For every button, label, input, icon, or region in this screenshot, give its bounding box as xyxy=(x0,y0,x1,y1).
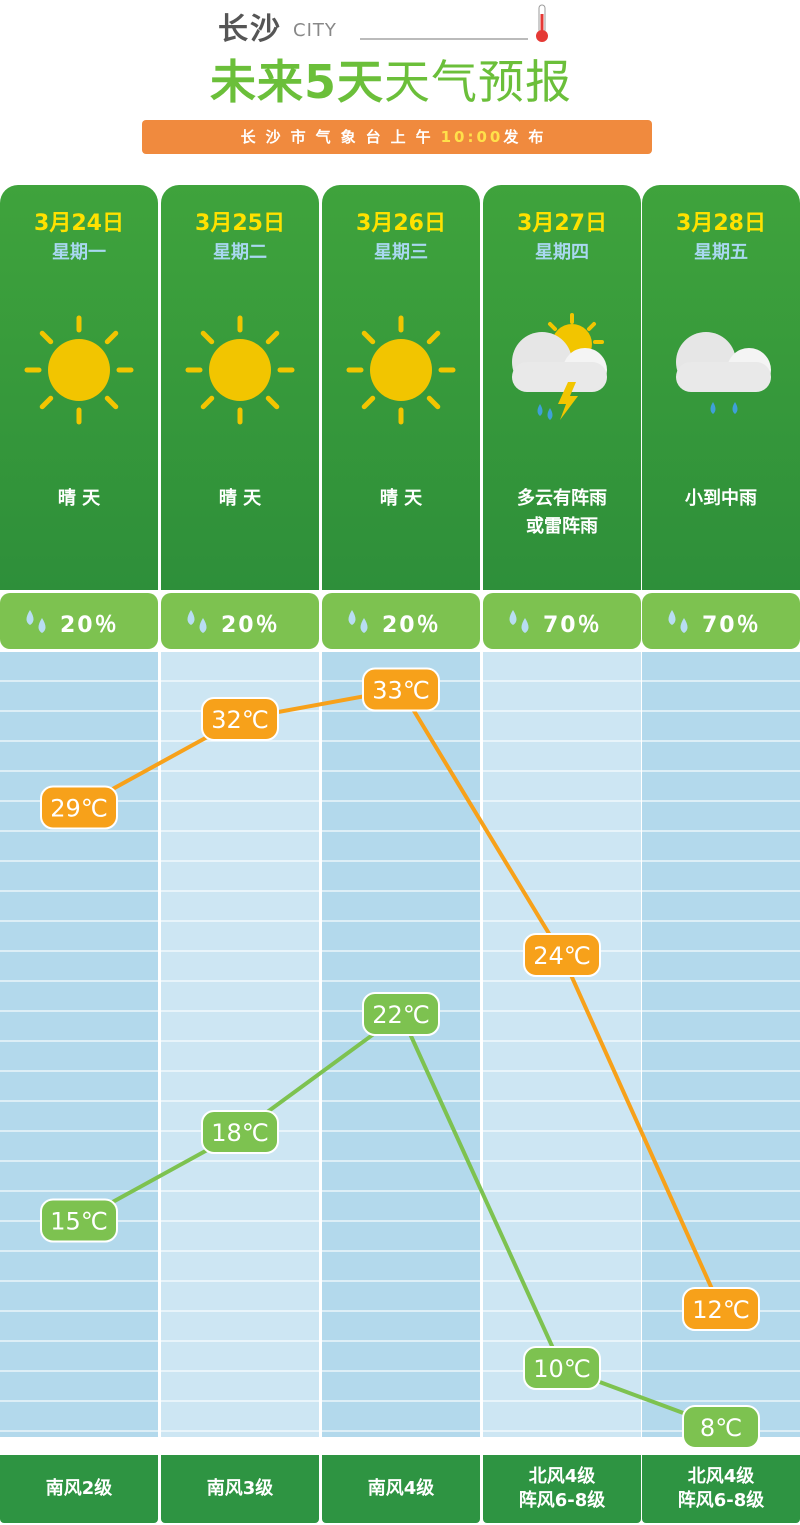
sunny-icon xyxy=(180,310,300,430)
low-temp-label: 8℃ xyxy=(682,1405,760,1449)
svg-text:10℃: 10℃ xyxy=(533,1355,591,1383)
sunny-icon xyxy=(19,310,139,430)
svg-text:22℃: 22℃ xyxy=(372,1001,430,1029)
sunny-icon xyxy=(341,310,461,430)
banner-suffix: 发布 xyxy=(503,128,554,146)
release-banner: 长沙市气象台上午10:00发布 xyxy=(142,120,652,154)
high-temp-label: 12℃ xyxy=(682,1287,760,1331)
rain-probability: 20％ xyxy=(0,593,158,649)
svg-text:12℃: 12℃ xyxy=(692,1296,750,1324)
city-name: 长沙 xyxy=(218,12,282,47)
chart-column-bg xyxy=(322,652,480,1437)
banner-text: 长沙市气象台上午 xyxy=(240,128,441,146)
low-temp-line xyxy=(78,1010,722,1429)
light-rain-icon xyxy=(661,310,781,430)
raindrop-icon xyxy=(22,607,52,637)
chart-column-bg xyxy=(161,652,319,1437)
chart-column-bg xyxy=(483,652,641,1437)
rain-percent: 20％ xyxy=(382,613,441,638)
day-date: 3月25日 xyxy=(195,211,285,236)
day-card: 3月24日 星期一 晴 天 xyxy=(0,185,158,590)
high-temp-label: 32℃ xyxy=(201,697,279,741)
day-weekday: 星期二 xyxy=(213,242,267,263)
svg-text:32℃: 32℃ xyxy=(211,706,269,734)
thunder-shower-icon xyxy=(502,310,622,430)
thermometer-icon xyxy=(536,4,548,42)
rain-probability: 20％ xyxy=(322,593,480,649)
svg-text:8℃: 8℃ xyxy=(700,1414,742,1442)
wind-info: 南风4级 xyxy=(322,1455,480,1523)
weather-desc: 晴 天 xyxy=(218,488,262,509)
day-weekday: 星期五 xyxy=(694,242,748,263)
svg-text:33℃: 33℃ xyxy=(372,677,430,705)
rain-probability: 70％ xyxy=(483,593,641,649)
day-date: 3月28日 xyxy=(676,211,766,236)
wind-info: 北风4级 阵风6-8级 xyxy=(483,1455,641,1523)
svg-text:29℃: 29℃ xyxy=(50,795,108,823)
svg-text:18℃: 18℃ xyxy=(211,1119,269,1147)
rain-percent: 20％ xyxy=(221,613,280,638)
raindrop-icon xyxy=(344,607,374,637)
day-card: 3月28日 星期五 小到中雨 xyxy=(642,185,800,590)
weather-desc: 多云有阵雨 或雷阵雨 xyxy=(517,488,607,537)
city-label: CITY xyxy=(293,20,337,41)
low-temp-label: 15℃ xyxy=(40,1198,118,1243)
wind-info: 南风2级 xyxy=(0,1455,158,1523)
rain-probability: 70％ xyxy=(642,593,800,649)
day-date: 3月24日 xyxy=(34,211,124,236)
weather-desc: 晴 天 xyxy=(379,488,423,509)
rain-percent: 20％ xyxy=(60,613,119,638)
chart-column-bg xyxy=(0,652,158,1437)
day-weekday: 星期三 xyxy=(374,242,428,263)
day-card: 3月26日 星期三 晴 天 xyxy=(322,185,480,590)
chart-column-bg xyxy=(642,652,800,1437)
title-main: 未来5天 xyxy=(210,55,385,109)
rain-percent: 70％ xyxy=(543,613,602,638)
svg-text:24℃: 24℃ xyxy=(533,942,591,970)
weather-desc: 晴 天 xyxy=(57,488,101,509)
banner-time: 10:00 xyxy=(440,128,504,146)
header: 长沙 CITY 未来5天天气预报 长沙市气象台上午10:00发布 xyxy=(0,0,800,170)
title-sub: 天气预报 xyxy=(384,55,573,109)
day-card: 3月25日 星期二 晴 天 xyxy=(161,185,319,590)
wind-info: 北风4级 阵风6-8级 xyxy=(642,1455,800,1523)
day-weekday: 星期四 xyxy=(535,242,589,263)
weather-desc: 小到中雨 xyxy=(685,488,757,509)
wind-info: 南风3级 xyxy=(161,1455,319,1523)
day-date: 3月27日 xyxy=(517,211,607,236)
high-temp-label: 29℃ xyxy=(40,785,118,830)
high-temp-label: 33℃ xyxy=(362,667,440,712)
raindrop-icon xyxy=(505,607,535,637)
title-divider xyxy=(360,38,528,40)
rain-probability: 20％ xyxy=(161,593,319,649)
day-weekday: 星期一 xyxy=(52,242,106,263)
low-temp-label: 18℃ xyxy=(201,1110,279,1154)
rain-percent: 70％ xyxy=(702,613,761,638)
low-temp-label: 10℃ xyxy=(523,1346,601,1390)
raindrop-icon xyxy=(183,607,213,637)
day-date: 3月26日 xyxy=(356,211,446,236)
page-title: 未来5天天气预报 xyxy=(210,46,572,112)
raindrop-icon xyxy=(664,607,694,637)
svg-text:15℃: 15℃ xyxy=(50,1208,108,1236)
low-temp-label: 22℃ xyxy=(362,992,440,1036)
day-card: 3月27日 星期四 多云有阵雨 或雷阵雨 xyxy=(483,185,641,590)
high-temp-label: 24℃ xyxy=(523,933,601,977)
